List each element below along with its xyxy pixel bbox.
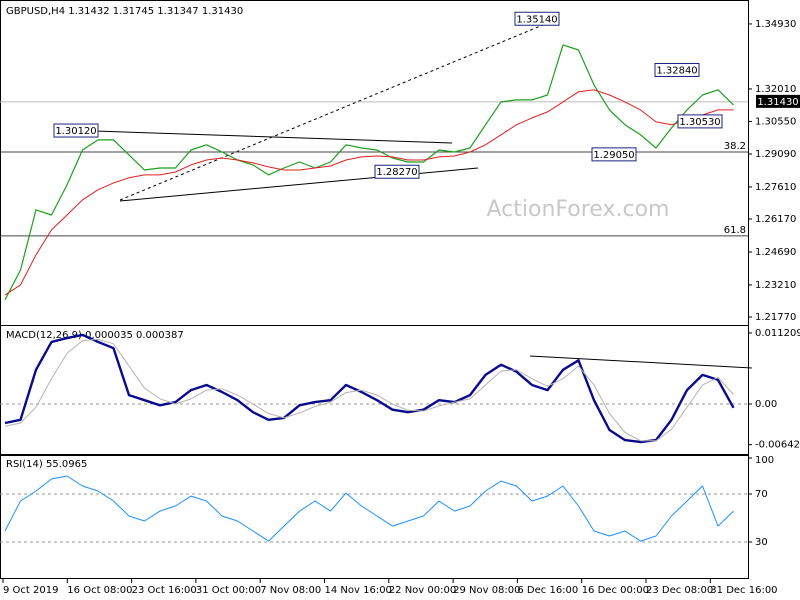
x-tick-label: 23 Oct 16:00 (132, 585, 197, 596)
trend-line (94, 130, 453, 144)
series-line (4, 89, 734, 296)
price-label: 1.28270 (376, 167, 417, 178)
y-tick-label: 1.34930 (755, 19, 796, 30)
price-label: 1.35140 (516, 14, 557, 25)
level-label: 61.8 (724, 225, 746, 236)
y-tick-label: 30 (755, 537, 768, 548)
trend-line (529, 355, 753, 369)
series-line (4, 333, 735, 444)
x-tick-label: 14 Nov 16:00 (325, 585, 392, 596)
y-tick-label: 1.21770 (755, 312, 796, 323)
price-label-box (374, 164, 420, 179)
x-tick-label: 22 Nov 00:00 (389, 585, 456, 596)
watermark: ActionForex.com (487, 197, 670, 222)
chart-title: GBPUSD,H4 1.31432 1.31745 1.31347 1.3143… (6, 6, 243, 17)
y-tick-label: 1.24690 (755, 247, 796, 258)
y-tick-label: 70 (755, 489, 768, 500)
series-line (4, 475, 734, 542)
x-tick-label: 31 Dec 16:00 (710, 585, 777, 596)
price-label-box (514, 11, 560, 26)
price-label-box (654, 62, 700, 77)
price-label-box (53, 123, 99, 138)
last-price-label: 1.31430 (757, 97, 798, 108)
y-tick-label: 0.00 (755, 399, 777, 410)
rsi-title: RSI(14) 55.0965 (6, 459, 87, 470)
trend-line (119, 19, 556, 201)
rsi-panel-frame (0, 455, 749, 579)
y-tick-label: 1.26170 (755, 214, 796, 225)
y-tick-label: -0.00642 (755, 440, 800, 451)
y-tick-label: 1.27610 (755, 182, 796, 193)
y-tick-label: 1.23210 (755, 280, 796, 291)
price-label: 1.30120 (55, 126, 96, 137)
price-label: 1.32840 (656, 65, 697, 76)
y-tick-label: 100 (755, 455, 774, 466)
series-line (4, 338, 734, 442)
y-tick-label: 1.29090 (755, 149, 796, 160)
price-label: 1.29050 (593, 150, 634, 161)
price-label-box (677, 114, 723, 129)
macd-panel-frame (0, 325, 749, 455)
level-label: 38.2 (724, 141, 746, 152)
x-tick-label: 23 Dec 08:00 (646, 585, 713, 596)
y-tick-label: 0.011209 (755, 328, 800, 339)
price-label-box (591, 147, 637, 162)
price-label: 1.30530 (679, 117, 720, 128)
x-tick-label: 9 Oct 2019 (3, 585, 58, 596)
x-tick-label: 31 Oct 00:00 (196, 585, 261, 596)
y-tick-label: 1.30550 (755, 116, 796, 127)
y-tick-label: 1.32010 (755, 84, 796, 95)
series-line (4, 44, 734, 301)
x-tick-label: 16 Oct 08:00 (67, 585, 132, 596)
last-price-box (756, 94, 800, 108)
x-tick-label: 29 Nov 08:00 (453, 585, 520, 596)
x-tick-label: 16 Dec 00:00 (582, 585, 649, 596)
x-tick-label: 7 Nov 08:00 (260, 585, 321, 596)
macd-title: MACD(12,26,9) 0.000035 0.000387 (6, 330, 184, 341)
x-tick-label: 6 Dec 16:00 (517, 585, 578, 596)
